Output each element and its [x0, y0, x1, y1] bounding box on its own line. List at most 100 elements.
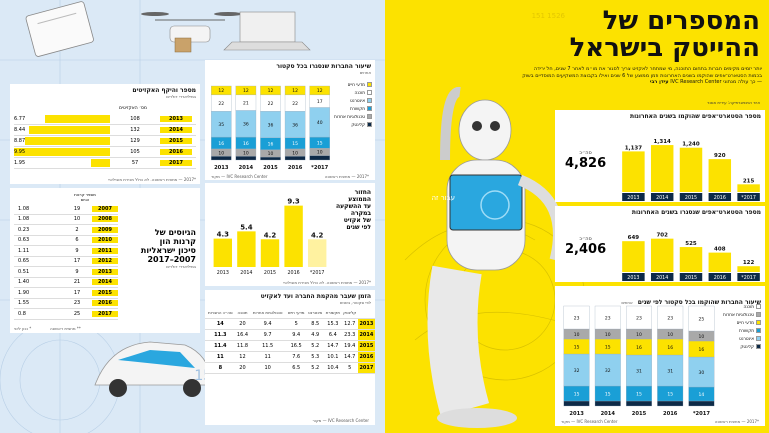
sector-left-unit: אחוזים	[359, 70, 371, 75]
legend-swatch	[367, 90, 372, 95]
year-tick-label: 2013	[217, 270, 229, 276]
avg-cell: 12	[235, 351, 250, 363]
bar-2014	[237, 231, 256, 267]
avg-header-cell: סה״כ החברות	[205, 307, 236, 319]
legend-label: תקשורת	[739, 328, 754, 333]
stack-value-label: 16	[218, 141, 224, 147]
vc-year: 2016	[92, 300, 118, 307]
exits-bar-track: 8.87	[14, 137, 110, 145]
stack-segment	[563, 400, 590, 407]
legend-swatch	[367, 82, 372, 87]
avg-row: 2016 14.7 10.1 5.3 7.6 11 12 11	[205, 351, 375, 363]
closed-total-box: סה״כ 2,406	[565, 236, 606, 257]
avg-header-cell: תוכנה	[235, 307, 250, 319]
stack-value-label: 22	[268, 101, 274, 107]
stack-segment	[594, 400, 621, 407]
bar-2013	[622, 241, 645, 272]
legend-label: טכנולוגיות אחרות	[723, 312, 754, 317]
vc-col-count: מספר קרנות הגיוס	[74, 192, 96, 202]
vc-count: 10	[73, 216, 81, 223]
exits-bar	[28, 126, 110, 134]
avg-cell: 11.3	[205, 329, 236, 341]
exits-value: 1.95	[14, 160, 26, 166]
avg-cell: 6.5	[285, 362, 307, 374]
vc-row: 1.40 21 2014	[14, 278, 118, 288]
stack-segment	[657, 400, 684, 407]
avg-cell: 4.9	[306, 329, 325, 341]
vc-year: 2014	[92, 279, 118, 286]
bar-value-label: 702	[656, 233, 668, 239]
bar-2015	[679, 247, 703, 272]
avg-cell: 11.5	[249, 340, 286, 352]
bar-value-label: 122	[743, 260, 755, 266]
vc-value: 1.08	[18, 205, 30, 212]
sector-right-legend: תוכנה טכנולוגיות אחרות מדעי חיים תקשורת אינט…	[717, 304, 761, 352]
drone-icon	[141, 12, 242, 53]
stack-value-label: 22	[218, 101, 224, 107]
year-tick-label: 2015	[685, 195, 697, 201]
bar-2017*	[737, 184, 760, 192]
avg-cell: 6.4	[324, 329, 342, 341]
time-exit-chart: 4.3 2013 5.4 2014 4.2 2015 9.3 2016 4.2 2017*	[213, 198, 327, 276]
header: המספרים של ההייטק בישראל	[560, 8, 760, 62]
stack-value-label: 12	[218, 88, 224, 94]
stack-value-label: 15	[574, 391, 580, 397]
stack-segment	[563, 353, 590, 387]
year-box	[622, 193, 645, 201]
stack-value-label: 16	[268, 142, 274, 148]
stack-segment	[235, 156, 257, 161]
founded-title: מספר הסטארט־אפים שהוקמו בשנים האחרונות	[630, 113, 761, 120]
exits-rows: 6.77 108 2013 8.44 132 2014 8.87 129 2015 9.95 105…	[14, 114, 196, 169]
stack-value-label: 10	[218, 150, 224, 156]
vc-year: 2015	[92, 289, 118, 296]
sector-right-panel: שיעור החברות שהוקמו בכל סקטור לפי שנים א…	[555, 286, 765, 426]
time-exit-title-6: לפי שנים	[346, 224, 371, 231]
legend-item: טכנולוגיות אחרות	[717, 312, 761, 317]
vc-year: 2017	[92, 310, 118, 317]
avg-row: 2014 23.3 6.4 4.9 9.4 9.7 16.4 11.3	[205, 329, 375, 341]
year-box	[622, 273, 645, 281]
bar-value-label: 920	[714, 153, 726, 159]
year-box	[679, 273, 703, 281]
year-tick-label: 2013	[569, 411, 584, 417]
vc-value: 1.55	[18, 300, 30, 307]
bar-value-label: 5.4	[240, 223, 253, 231]
vc-row: 0.23 2 2009	[14, 225, 118, 236]
credit: איור ואינפוגרפיקה: עירית אסנר	[707, 100, 760, 105]
stack-value-label: 32	[605, 368, 611, 374]
stack-value-label: 31	[636, 368, 642, 374]
stack-segment	[563, 305, 590, 330]
stack-value-label: 15	[636, 391, 642, 397]
vc-row: 1.55 23 2016	[14, 299, 118, 309]
year-tick-label: 2016	[714, 275, 726, 281]
sector-right-heading: שיעור החברות שהוקמו בכל סקטור לפי שנים א…	[555, 286, 765, 311]
avg-time-subtitle: לפי סקטור, בשנים	[339, 300, 371, 305]
legend-swatch	[367, 122, 372, 127]
avg-header-cell: אינטרנט	[306, 307, 325, 319]
vc-year: 2011	[92, 247, 118, 254]
year-tick-label: 2014	[601, 411, 616, 417]
avg-year: 2013	[357, 318, 375, 330]
year-box	[237, 268, 256, 276]
sector-left-legend: מדעי חיים תוכנה אינטרנט תקשורת טכנולוגיות אח…	[332, 82, 372, 130]
time-exit-note: *2017 — מחצית ראשונה. לא כולל מכירת מובי…	[283, 280, 371, 285]
stack-value-label: 36	[292, 122, 298, 128]
vc-year: 2007	[92, 205, 118, 212]
vc-row: 1.08 19 2007	[14, 204, 118, 215]
year-tick-label: 2017*	[311, 165, 329, 171]
year-box	[213, 268, 233, 276]
vc-value: 1.11	[18, 247, 30, 254]
exits-row: 9.95 105 2016	[14, 147, 196, 158]
stack-value-label: 31	[667, 368, 673, 374]
exits-note: *2017 — מחצית ראשונה. לא כולל מכירת מובי…	[108, 177, 196, 182]
year-tick-label: 2016	[288, 165, 303, 171]
founded-total-label: סה״כ	[579, 150, 592, 156]
legend-label: אינטרנט	[350, 98, 365, 103]
bar-2016	[708, 252, 732, 272]
time-exit-title-2: הממוצע	[348, 196, 371, 203]
stack-segment	[284, 156, 306, 161]
vc-year: 2012	[92, 258, 118, 265]
avg-header-year	[357, 307, 375, 319]
bar-value-label: 408	[714, 247, 726, 253]
exits-subtitle: במיליארדי דולרים	[166, 94, 196, 99]
